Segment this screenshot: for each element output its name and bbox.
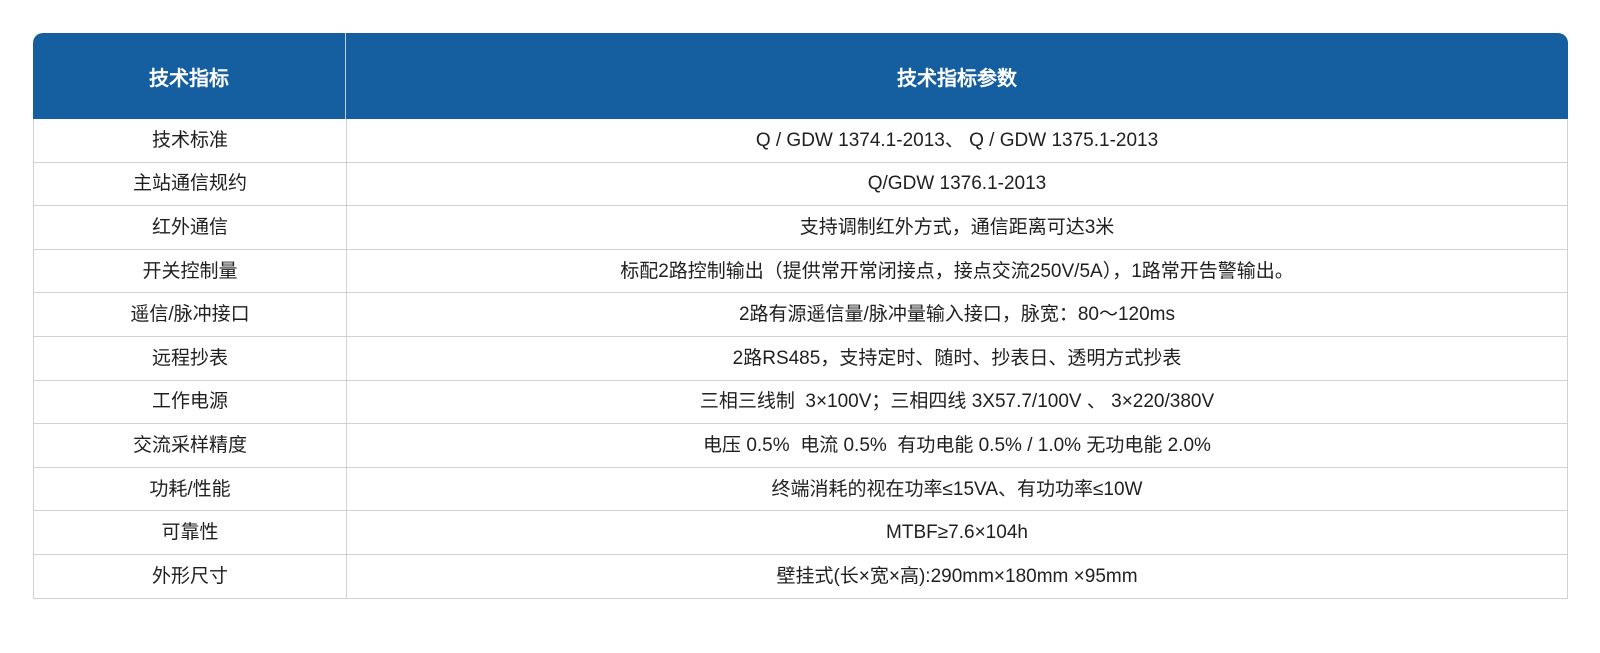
table-row: 可靠性 MTBF≥7.6×104h: [34, 511, 1567, 555]
row-value: MTBF≥7.6×104h: [886, 522, 1028, 544]
table-header-row: 技术指标 技术指标参数: [33, 33, 1568, 119]
table-row: 技术标准 Q / GDW 1374.1-2013、 Q / GDW 1375.1…: [34, 119, 1567, 163]
table-row: 主站通信规约 Q/GDW 1376.1-2013: [34, 162, 1567, 207]
table-row: 交流采样精度 电压 0.5% 电流 0.5% 有功电能 0.5% / 1.0% …: [34, 424, 1567, 468]
table-row: 外形尺寸 壁挂式(长×宽×高):290mm×180mm ×95mm: [34, 554, 1567, 599]
row-label: 外形尺寸: [34, 554, 347, 598]
table-row: 遥信/脉冲接口 2路有源遥信量/脉冲量输入接口，脉宽：80～120ms: [34, 293, 1567, 337]
row-label: 功耗/性能: [34, 467, 347, 511]
row-value: 三相三线制 3×100V；三相四线 3X57.7/100V 、 3×220/38…: [699, 391, 1215, 413]
table-row: 远程抄表 2路RS485，支持定时、随时、抄表日、透明方式抄表: [34, 336, 1567, 381]
table-row: 功耗/性能 终端消耗的视在功率≤15VA、有功功率≤10W: [34, 467, 1567, 512]
header-cell-parameter: 技术指标参数: [897, 67, 1017, 90]
row-value: 2路RS485，支持定时、随时、抄表日、透明方式抄表: [732, 347, 1182, 369]
row-label: 远程抄表: [34, 336, 347, 380]
row-label: 交流采样精度: [34, 424, 347, 467]
table-row: 工作电源 三相三线制 3×100V；三相四线 3X57.7/100V 、 3×2…: [34, 380, 1567, 425]
spec-table: 技术指标 技术指标参数 技术标准 Q / GDW 1374.1-2013、 Q …: [33, 33, 1568, 599]
row-value: 标配2路控制输出（提供常开常闭接点，接点交流250V/5A），1路常开告警输出。: [620, 260, 1294, 282]
row-label: 技术标准: [34, 119, 347, 162]
row-label: 主站通信规约: [34, 162, 347, 206]
table-row: 红外通信 支持调制红外方式，通信距离可达3米: [34, 206, 1567, 250]
row-value: 2路有源遥信量/脉冲量输入接口，脉宽：80～120ms: [738, 304, 1175, 326]
header-cell-indicator: 技术指标: [33, 33, 346, 119]
row-label: 可靠性: [34, 511, 347, 554]
row-label: 开关控制量: [34, 249, 347, 293]
row-value: 支持调制红外方式，通信距离可达3米: [799, 216, 1115, 238]
row-value: 终端消耗的视在功率≤15VA、有功功率≤10W: [771, 478, 1143, 500]
row-value: 壁挂式(长×宽×高):290mm×180mm ×95mm: [776, 565, 1138, 587]
row-value: Q / GDW 1374.1-2013、 Q / GDW 1375.1-2013: [755, 129, 1159, 151]
row-label: 红外通信: [34, 206, 347, 249]
row-value: 电压 0.5% 电流 0.5% 有功电能 0.5% / 1.0% 无功电能 2.…: [703, 434, 1211, 456]
table-body: 技术标准 Q / GDW 1374.1-2013、 Q / GDW 1375.1…: [33, 119, 1568, 599]
row-value: Q/GDW 1376.1-2013: [867, 173, 1047, 195]
row-label: 遥信/脉冲接口: [34, 293, 347, 336]
row-label: 工作电源: [34, 380, 347, 424]
table-row: 开关控制量 标配2路控制输出（提供常开常闭接点，接点交流250V/5A），1路常…: [34, 249, 1567, 294]
